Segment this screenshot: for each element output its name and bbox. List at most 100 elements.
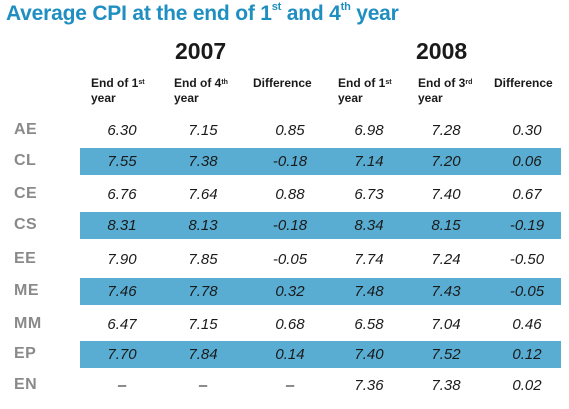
table-cell: 0.02 [512, 377, 542, 394]
table-row: ME 7.46 7.78 0.32 7.48 7.43 -0.05 [0, 278, 569, 305]
table-row: CL 7.55 7.38 -0.18 7.14 7.20 0.06 [0, 148, 569, 175]
column-header-ordinal: th [221, 79, 228, 86]
table-cell: 7.36 [354, 377, 384, 394]
table-row: EP 7.70 7.84 0.14 7.40 7.52 0.12 [0, 341, 569, 368]
row-label: EE [14, 250, 37, 267]
table-cell: 8.34 [354, 217, 384, 234]
column-header: End of 1st year [91, 76, 145, 106]
column-header-ordinal: st [138, 79, 145, 86]
row-label: CL [14, 152, 37, 169]
column-header-line2: year [338, 91, 363, 105]
table-cell: -0.19 [509, 217, 545, 234]
table-cell: 7.40 [354, 346, 384, 363]
table-row: EN – – – 7.36 7.38 0.02 [0, 372, 569, 399]
table-row: MM 6.47 7.15 0.68 6.58 7.04 0.46 [0, 311, 569, 338]
column-header: End of 3rd year [418, 76, 472, 106]
table-cell: 0.88 [275, 186, 305, 203]
table-cell: 0.46 [512, 316, 542, 333]
table-cell: 6.47 [107, 316, 137, 333]
table-row: AE 6.30 7.15 0.85 6.98 7.28 0.30 [0, 117, 569, 144]
table-cell: 7.40 [431, 186, 461, 203]
row-label: MM [14, 315, 42, 332]
year-heading-2007: 2007 [175, 38, 227, 64]
row-label: EP [14, 345, 37, 362]
row-label: CE [14, 185, 38, 202]
column-header-text: End of 3 [418, 76, 466, 90]
column-header: Difference [253, 76, 312, 91]
table-cell: 6.98 [354, 122, 384, 139]
title-sup-2: th [340, 1, 351, 13]
table-row: CS 8.31 8.13 -0.18 8.34 8.15 -0.19 [0, 212, 569, 239]
table-cell: 7.38 [431, 377, 461, 394]
table-row: CE 6.76 7.64 0.88 6.73 7.40 0.67 [0, 181, 569, 208]
table-cell: 6.76 [107, 186, 137, 203]
column-header-text: End of 4 [174, 76, 222, 90]
column-header-text: Difference [494, 76, 553, 90]
column-header-text: End of 1 [338, 76, 386, 90]
table-cell: 7.24 [431, 251, 461, 268]
table-cell: 6.30 [107, 122, 137, 139]
row-label: CS [14, 216, 38, 233]
table-cell: – [285, 377, 295, 394]
column-header-text: Difference [253, 76, 312, 90]
title-main: Average CPI at the end of 1 [6, 2, 272, 25]
column-header: Difference [494, 76, 553, 91]
column-header-line2: year [418, 91, 443, 105]
row-label: EN [14, 376, 38, 393]
column-header-line2: year [174, 91, 199, 105]
table-cell: 8.31 [107, 217, 137, 234]
table-cell: 7.70 [107, 346, 137, 363]
table-cell: 7.52 [431, 346, 461, 363]
table-cell: 7.38 [188, 153, 218, 170]
table-cell: 0.68 [275, 316, 305, 333]
table-cell: 7.20 [431, 153, 461, 170]
table-cell: -0.05 [272, 251, 308, 268]
title-end: year [350, 2, 399, 25]
row-band [80, 148, 561, 175]
table-cell: -0.50 [509, 251, 545, 268]
table-cell: 7.55 [107, 153, 137, 170]
column-header-text: End of 1 [91, 76, 139, 90]
table-cell: – [198, 377, 208, 394]
table-cell: 7.85 [188, 251, 218, 268]
table-cell: -0.05 [509, 283, 545, 300]
table-cell: 7.84 [188, 346, 218, 363]
column-header-ordinal: rd [465, 79, 473, 86]
row-band [80, 212, 561, 239]
title-sup-1: st [271, 1, 282, 13]
row-label: AE [14, 121, 38, 138]
table-cell: -0.18 [272, 217, 308, 234]
table-cell: 6.73 [354, 186, 384, 203]
column-header: End of 1st year [338, 76, 392, 106]
table-cell: 7.15 [188, 316, 218, 333]
table-cell: 7.90 [107, 251, 137, 268]
column-header-line2: year [91, 91, 116, 105]
table-cell: 0.14 [275, 346, 305, 363]
table-cell: 7.64 [188, 186, 218, 203]
table-cell: 7.74 [354, 251, 384, 268]
table-cell: 7.78 [188, 283, 218, 300]
table-cell: 7.46 [107, 283, 137, 300]
table-cell: – [117, 377, 127, 394]
year-heading-2008: 2008 [416, 38, 468, 64]
row-label: ME [14, 282, 39, 299]
title-mid: and 4 [281, 2, 341, 25]
row-band [80, 278, 561, 305]
table-cell: 0.32 [275, 283, 305, 300]
table-cell: 7.15 [188, 122, 218, 139]
row-band [80, 341, 561, 368]
table-cell: 7.04 [431, 316, 461, 333]
table-cell: 0.85 [275, 122, 305, 139]
table-cell: 7.43 [431, 283, 461, 300]
table-cell: 0.12 [512, 346, 542, 363]
page-title: Average CPI at the end of 1st and 4th ye… [6, 1, 399, 26]
table-cell: 0.06 [512, 153, 542, 170]
table-cell: 7.48 [354, 283, 384, 300]
column-header: End of 4th year [174, 76, 228, 106]
table-cell: 0.67 [512, 186, 542, 203]
table-cell: 8.15 [431, 217, 461, 234]
table-cell: 7.28 [431, 122, 461, 139]
table-cell: 7.14 [354, 153, 384, 170]
table-cell: 8.13 [188, 217, 218, 234]
